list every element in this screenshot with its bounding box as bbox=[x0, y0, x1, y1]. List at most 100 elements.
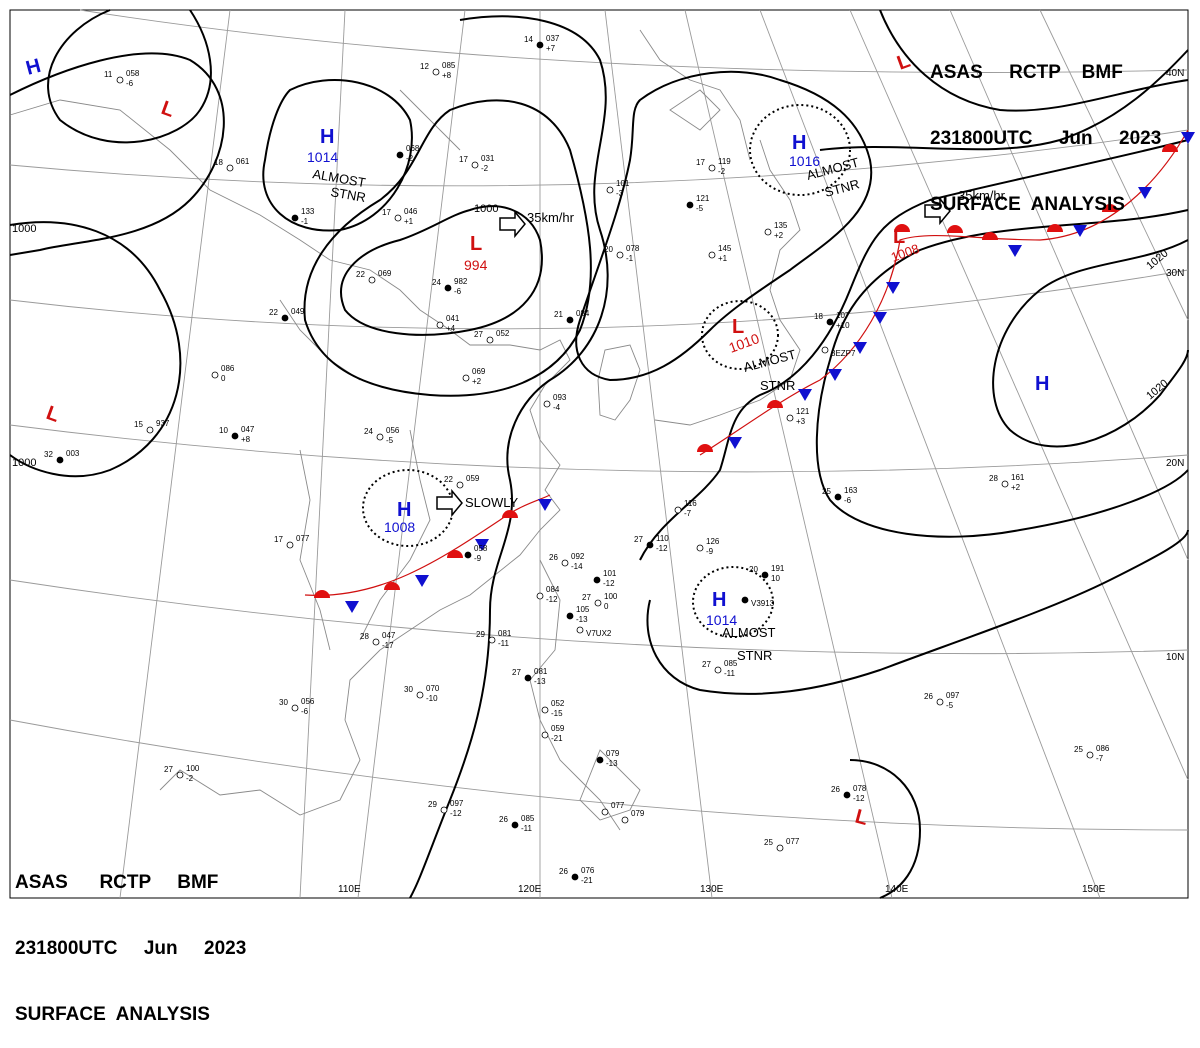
station-temperature: 22 bbox=[444, 475, 453, 484]
station-pressure: 097 bbox=[450, 799, 464, 808]
stationary-front-line bbox=[699, 129, 1189, 456]
station-circle bbox=[226, 164, 234, 172]
station-temperature: 20 bbox=[749, 565, 758, 574]
station-temperature: 25 bbox=[764, 838, 773, 847]
station-plot: 133-1 bbox=[291, 207, 315, 226]
station-plot: 27 081-13 bbox=[512, 667, 548, 686]
station-circle bbox=[536, 592, 544, 600]
station-temperature: 12 bbox=[420, 62, 429, 71]
dotted-isobar bbox=[701, 300, 779, 370]
footer-title-block: ASAS RCTP BMF 231800UTC Jun 2023 SURFACE… bbox=[15, 828, 246, 1048]
station-plot: 093-4 bbox=[543, 393, 567, 412]
footer-line-2: 231800UTC Jun 2023 bbox=[15, 938, 247, 959]
warm-front-semicircle bbox=[1102, 204, 1118, 212]
warm-front-semicircle bbox=[384, 582, 400, 590]
station-pressure: 081 bbox=[498, 629, 512, 638]
station-tendency: +8 bbox=[241, 435, 251, 444]
station-circle bbox=[462, 374, 470, 382]
cold-front-triangle bbox=[798, 389, 812, 401]
station-plot: 068-2 bbox=[396, 144, 420, 163]
station-tendency: -12 bbox=[546, 595, 558, 604]
station-pressure: 084 bbox=[546, 585, 560, 594]
station-temperature: 32 bbox=[44, 450, 53, 459]
station-tendency: -21 bbox=[581, 876, 593, 885]
station-plot: 058-9 bbox=[464, 544, 488, 563]
cold-front-triangle bbox=[475, 539, 489, 551]
station-pressure: 031 bbox=[481, 154, 495, 163]
station-circle bbox=[786, 414, 794, 422]
station-plot: 11 058-6 bbox=[104, 69, 140, 88]
station-pressure: 100 bbox=[604, 592, 618, 601]
motion-labels: 35km/hr 35km/hr SLOWLY bbox=[465, 188, 1006, 510]
station-circle bbox=[291, 214, 299, 222]
station-pressure: 133 bbox=[301, 207, 315, 216]
station-circle bbox=[416, 691, 424, 699]
station-circle bbox=[741, 596, 749, 604]
isobar bbox=[9, 221, 182, 478]
station-circle bbox=[486, 336, 494, 344]
station-plot: 079-13 bbox=[596, 749, 620, 768]
station-circle bbox=[471, 161, 479, 169]
station-pressure: 086 bbox=[221, 364, 235, 373]
station-temperature: 29 bbox=[428, 800, 437, 809]
station-pressure: 003 bbox=[66, 449, 80, 458]
station-tendency: -13 bbox=[534, 677, 546, 686]
station-tendency: V3913 bbox=[751, 599, 775, 608]
isobar bbox=[47, 9, 212, 144]
station-circle bbox=[456, 481, 464, 489]
station-plot: 22 049 bbox=[269, 307, 305, 322]
station-plot: 29 081-11 bbox=[476, 629, 512, 648]
station-pressure: 101 bbox=[603, 569, 617, 578]
high-center-symbol: H bbox=[24, 55, 44, 80]
station-circle bbox=[440, 806, 448, 814]
station-temperature: 22 bbox=[269, 308, 278, 317]
station-plot: 069+2 bbox=[462, 367, 486, 386]
station-pressure: 077 bbox=[611, 801, 625, 810]
station-tendency: -1 bbox=[301, 217, 309, 226]
lat-label: 40N bbox=[1166, 68, 1184, 79]
high-center-value: 1014 bbox=[307, 149, 338, 165]
station-pressure: 105 bbox=[576, 605, 590, 614]
station-circle bbox=[56, 456, 64, 464]
station-pressure: 085 bbox=[521, 814, 535, 823]
station-circle bbox=[826, 318, 834, 326]
station-tendency: -7 bbox=[1096, 754, 1104, 763]
station-tendency: -11 bbox=[498, 639, 510, 648]
isobars bbox=[9, 9, 1189, 899]
station-temperature: 27 bbox=[582, 593, 591, 602]
station-pressure: 056 bbox=[301, 697, 315, 706]
station-pressure: 191 bbox=[771, 564, 785, 573]
station-tendency: -17 bbox=[382, 641, 394, 650]
cold-front-triangle bbox=[1008, 245, 1022, 257]
motion-label: 35km/hr bbox=[958, 188, 1006, 203]
station-plot: 28 047-17 bbox=[360, 631, 396, 650]
cold-front-triangle bbox=[345, 601, 359, 613]
station-temperature: 29 bbox=[476, 630, 485, 639]
isobar bbox=[646, 529, 1189, 695]
station-plot: 18 061 bbox=[214, 157, 250, 172]
station-temperature: 21 bbox=[554, 310, 563, 319]
coastlines bbox=[9, 29, 801, 831]
station-plot: 28 161+2 bbox=[989, 473, 1025, 492]
low-center-symbol: L bbox=[470, 233, 482, 255]
cold-front-triangle bbox=[538, 499, 552, 511]
station-plot: 27 100-2 bbox=[164, 764, 200, 783]
station-circle bbox=[606, 186, 614, 194]
station-circle bbox=[936, 698, 944, 706]
warm-front-semicircle bbox=[1162, 144, 1178, 152]
station-plot: 135+2 bbox=[764, 221, 788, 240]
station-tendency: +1 bbox=[718, 254, 728, 263]
isobar bbox=[815, 209, 1189, 538]
station-temperature: 14 bbox=[524, 35, 533, 44]
station-circle bbox=[1001, 480, 1009, 488]
station-tendency: +4 bbox=[446, 324, 456, 333]
station-pressure: 070 bbox=[426, 684, 440, 693]
station-tendency: -12 bbox=[656, 544, 668, 553]
station-pressure: 107 bbox=[836, 311, 850, 320]
station-pressure: 079 bbox=[606, 749, 620, 758]
station-circle bbox=[596, 756, 604, 764]
station-pressure: 101 bbox=[616, 179, 630, 188]
station-plot: 27 052 bbox=[474, 329, 510, 344]
